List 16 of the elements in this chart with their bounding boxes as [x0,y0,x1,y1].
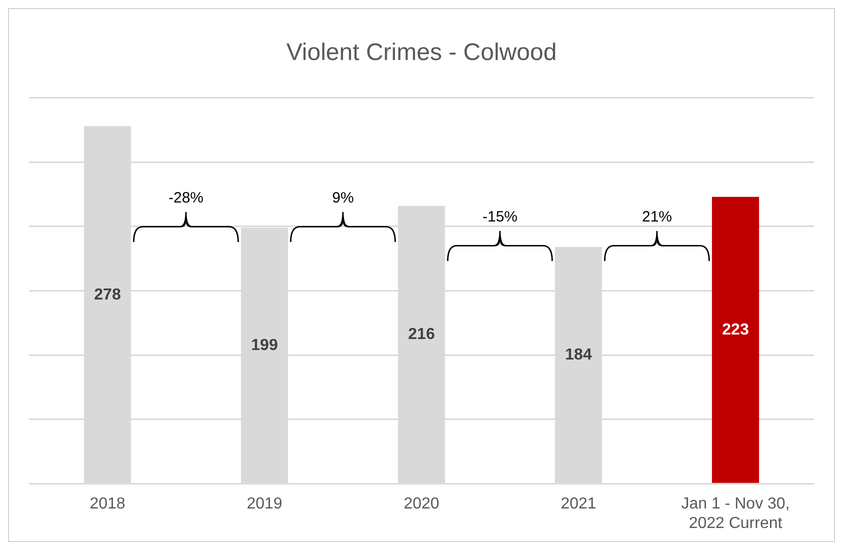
x-tick-label: 2019 [246,496,282,513]
chart-title: Violent Crimes - Colwood [286,39,557,66]
annotation: 9% [332,189,354,206]
annotation: -15% [482,208,518,226]
annotation: -28% [168,189,204,206]
data-label: 199 [251,337,278,354]
data-label: 184 [565,346,592,364]
x-tick-label: 2021 [560,496,596,513]
data-label: 278 [94,286,121,304]
x-tick-label: 2020 [404,496,440,513]
x-tick-label: Jan 1 - Nov 30, 2022 Current [681,496,790,532]
data-label: 223 [722,322,749,339]
x-tick-label: 2018 [90,496,126,513]
bar [712,196,760,483]
data-label: 216 [408,326,435,344]
annotation: 21% [642,208,672,226]
